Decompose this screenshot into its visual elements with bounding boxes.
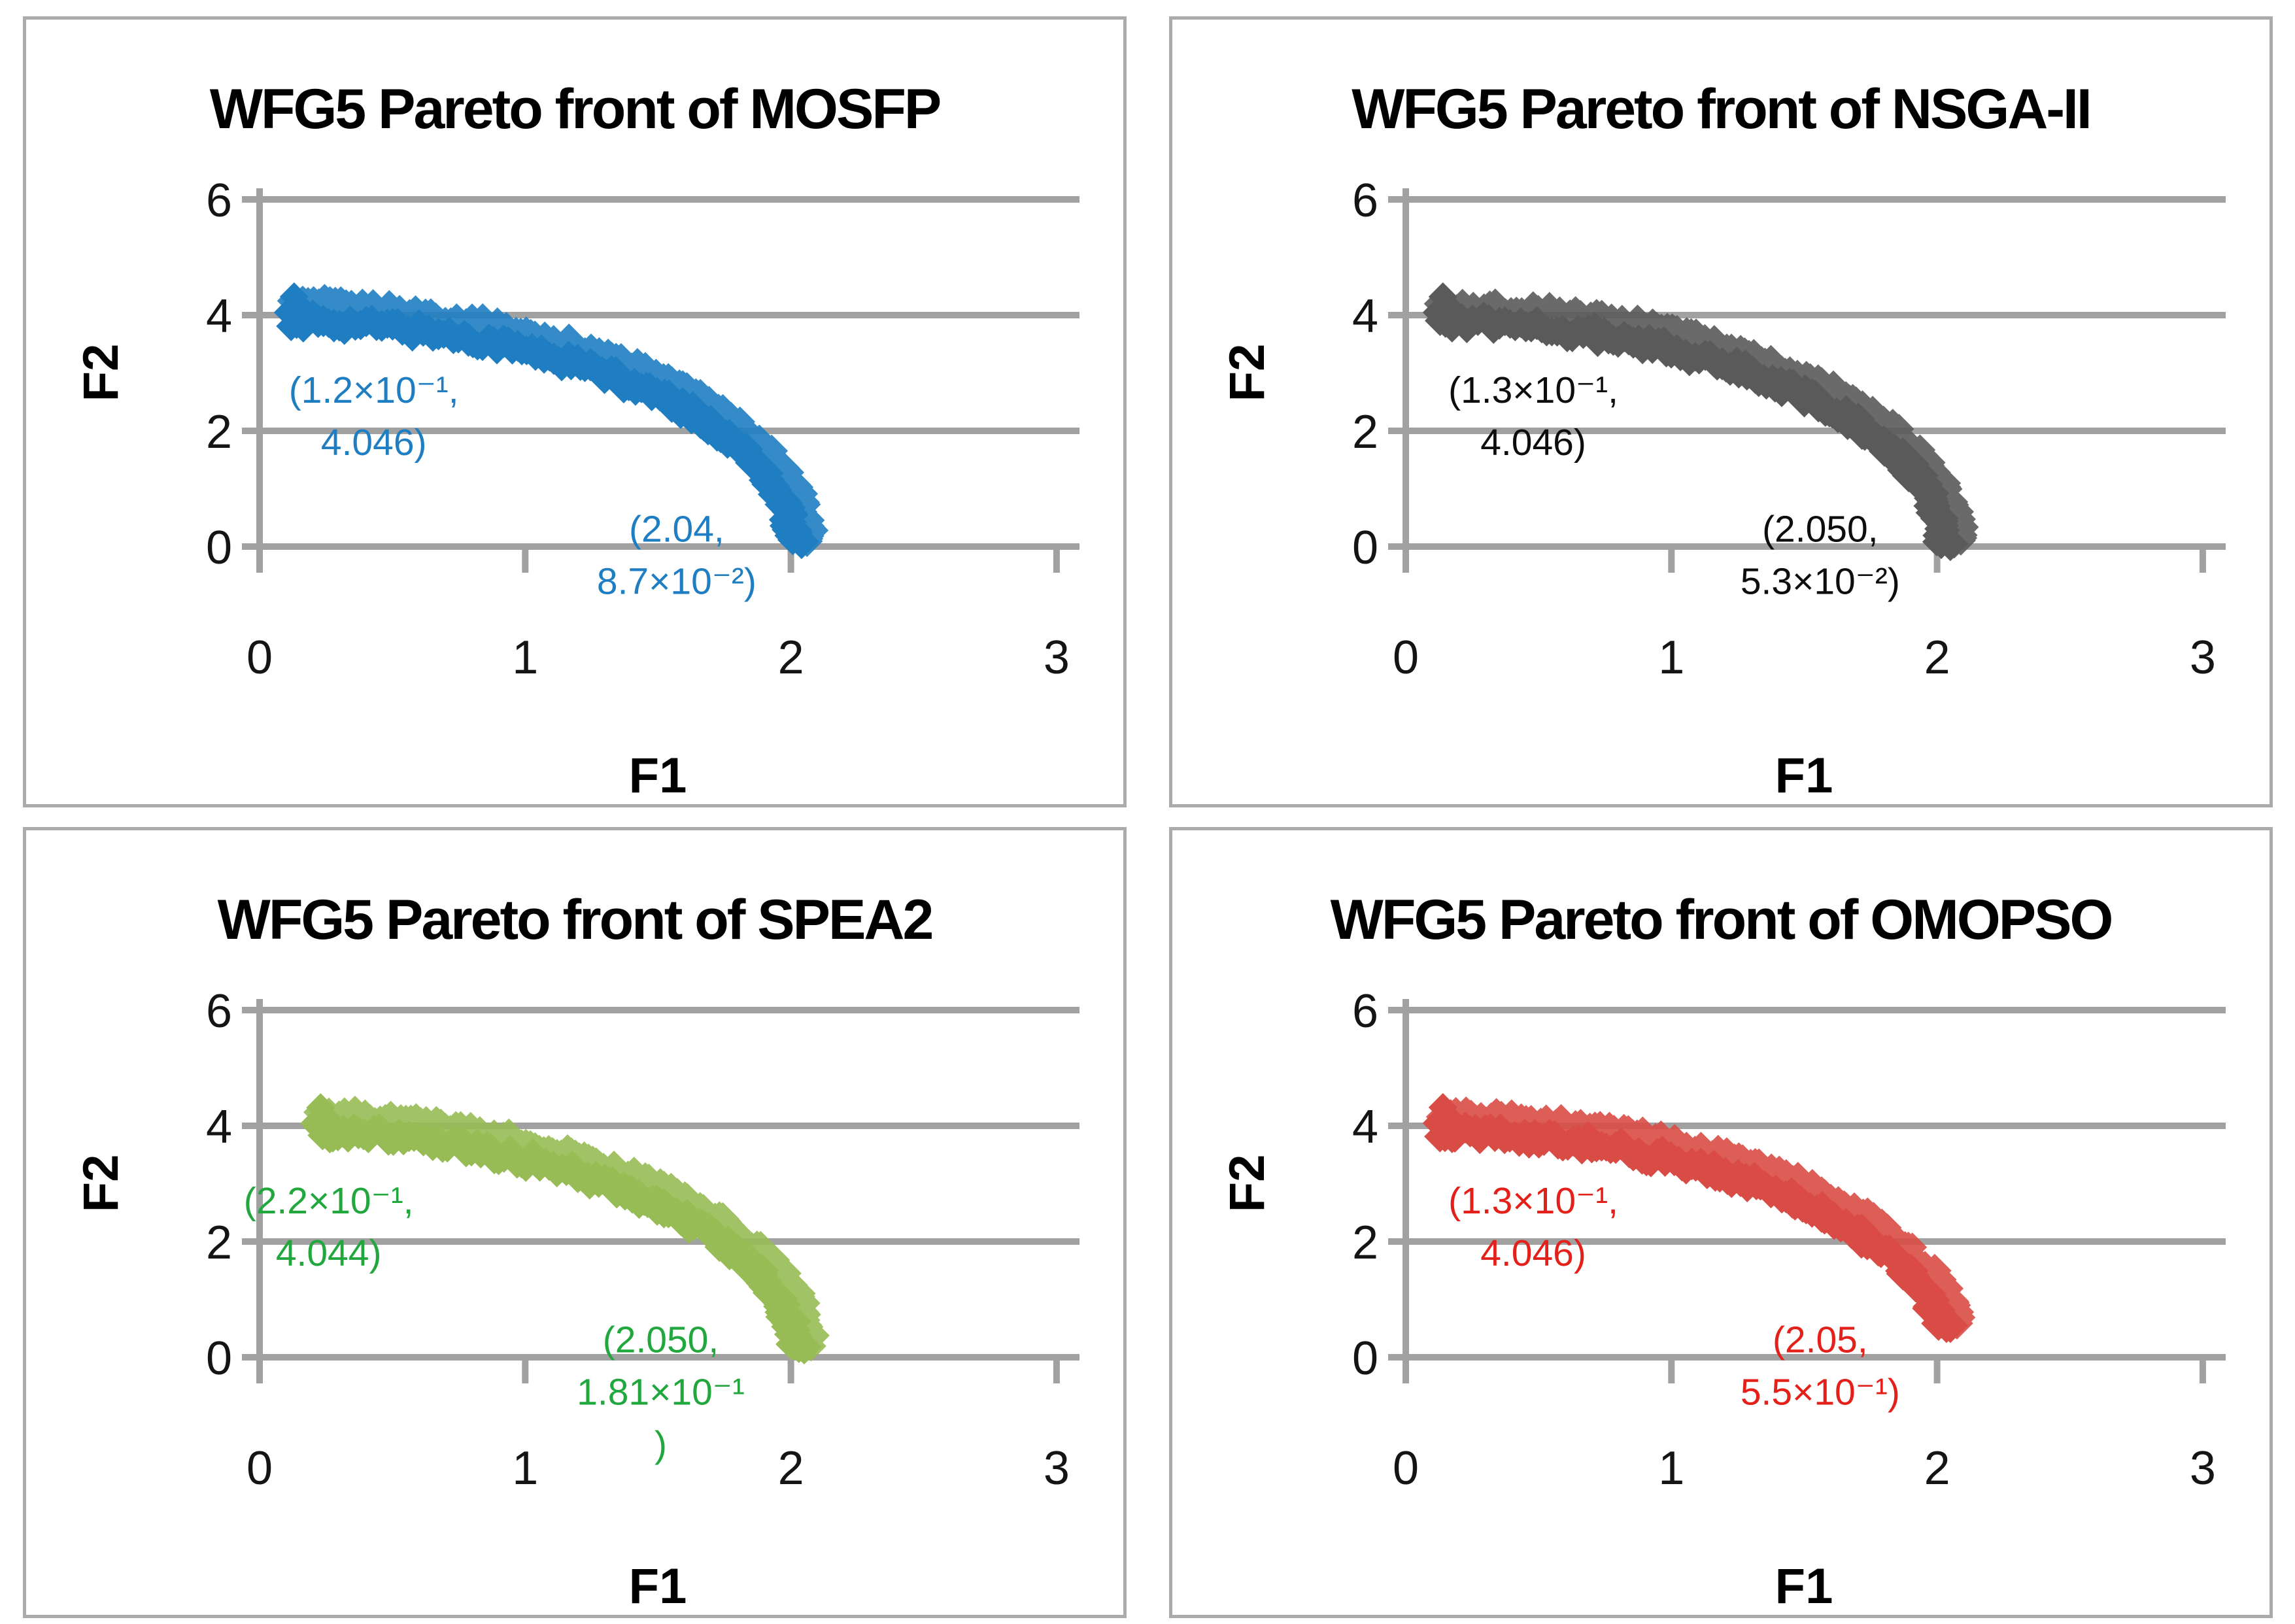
- endpoint-annotation: (2.2×10⁻¹,: [244, 1180, 414, 1222]
- x-tick-label: 1: [512, 1442, 538, 1495]
- chart-panel-omopso: WFG5 Pareto front of OMOPSO 6 4 2 0 0 1 2 3 F2 F1…: [1169, 827, 2273, 1618]
- y-tick-label: 4: [206, 1101, 232, 1153]
- endpoint-annotation: 4.044): [276, 1232, 382, 1274]
- endpoint-annotation: (2.050,: [603, 1319, 719, 1361]
- x-tick-label: 0: [1393, 632, 1419, 684]
- y-tick-label: 0: [1352, 522, 1378, 574]
- x-axis-title: F1: [1775, 1559, 1833, 1614]
- y-tick-label: 4: [1352, 290, 1378, 343]
- chart-title: WFG5 Pareto front of NSGA-II: [1352, 78, 2092, 141]
- y-tick-label: 0: [206, 1332, 232, 1385]
- y-axis-title: F2: [1219, 344, 1275, 402]
- marker-band: [303, 1095, 830, 1362]
- endpoint-annotation: 1.81×10⁻¹: [577, 1371, 745, 1413]
- endpoint-annotation: 5.3×10⁻²): [1741, 560, 1900, 602]
- x-tick-label: 2: [778, 1442, 804, 1495]
- y-tick-label: 6: [1352, 175, 1378, 227]
- y-tick-label: 6: [206, 985, 232, 1038]
- y-tick-label: 2: [1352, 1217, 1378, 1269]
- chart-panel-spea2: WFG5 Pareto front of SPEA2 6 4 2 0 0 1 2 3 F2 F1 (…: [23, 827, 1127, 1618]
- y-tick-label: 0: [1352, 1332, 1378, 1385]
- pareto-plot-svg: 6 4 2 0 0 1 2 3 F2 F1 (2.2×10⁻¹, 4.044) (2.050, 1.81×…: [73, 985, 1080, 1614]
- x-tick-label: 0: [246, 1442, 273, 1495]
- endpoint-annotation: 4.046): [1480, 422, 1586, 464]
- pareto-plot-svg: 6 4 2 0 0 1 2 3 F2 F1 (1.2×10⁻¹, 4.046) (2.04, 8.7×10…: [73, 175, 1080, 804]
- y-tick-label: 2: [206, 1217, 232, 1269]
- endpoint-annotation: (1.3×10⁻¹,: [1448, 1180, 1618, 1222]
- y-axis-title: F2: [73, 1155, 129, 1213]
- chart-title: WFG5 Pareto front of MOSFP: [209, 78, 942, 141]
- pareto-plot-svg: 6 4 2 0 0 1 2 3 F2 F1 (1.3×10⁻¹, 4.046) (2.05, 5.5×10…: [1219, 985, 2226, 1614]
- x-tick-label: 2: [1924, 1442, 1950, 1495]
- x-tick-label: 0: [246, 632, 273, 684]
- y-tick-label: 6: [206, 175, 232, 227]
- x-axis-title: F1: [629, 748, 687, 804]
- endpoint-annotation: (1.2×10⁻¹,: [289, 369, 459, 411]
- y-tick-label: 0: [206, 522, 232, 574]
- y-tick-label: 2: [1352, 406, 1378, 458]
- chart-title: WFG5 Pareto front of OMOPSO: [1330, 888, 2114, 951]
- y-axis-title: F2: [73, 344, 129, 402]
- endpoint-annotation: 4.046): [321, 422, 427, 464]
- endpoint-annotation: ): [654, 1423, 667, 1465]
- y-tick-label: 4: [206, 290, 232, 343]
- y-tick-label: 2: [206, 406, 232, 458]
- x-tick-label: 1: [1658, 1442, 1684, 1495]
- chart-panel-nsga2: WFG5 Pareto front of NSGA-II 6 4 2 0 0 1 2 3 F2 F…: [1169, 16, 2273, 807]
- chart-title: WFG5 Pareto front of SPEA2: [217, 888, 934, 951]
- x-tick-label: 0: [1393, 1442, 1419, 1495]
- endpoint-annotation: (2.050,: [1762, 508, 1878, 550]
- x-tick-label: 3: [1044, 1442, 1070, 1495]
- x-tick-label: 2: [1924, 632, 1950, 684]
- chart-panel-mosfp: WFG5 Pareto front of MOSFP 6 4 2 0 0 1 2 3 F2 F1 (…: [23, 16, 1127, 807]
- pareto-plot-svg: 6 4 2 0 0 1 2 3 F2 F1 (1.3×10⁻¹, 4.046) (2.050, 5.3×1…: [1219, 175, 2226, 804]
- x-tick-label: 2: [778, 632, 804, 684]
- endpoint-annotation: 4.046): [1480, 1232, 1586, 1274]
- x-axis-title: F1: [1775, 748, 1833, 804]
- y-tick-label: 4: [1352, 1101, 1378, 1153]
- x-tick-label: 1: [1658, 632, 1684, 684]
- x-tick-label: 3: [1044, 632, 1070, 684]
- marker-band: [1425, 1096, 1976, 1340]
- marker-band: [1425, 301, 1960, 560]
- endpoint-annotation: 8.7×10⁻²): [597, 560, 756, 602]
- endpoint-annotation: (1.3×10⁻¹,: [1448, 369, 1618, 411]
- x-tick-label: 3: [2190, 1442, 2216, 1495]
- y-tick-label: 6: [1352, 985, 1378, 1038]
- endpoint-annotation: (2.05,: [1773, 1319, 1868, 1361]
- marker-band: [277, 284, 829, 557]
- endpoint-annotation: (2.04,: [629, 508, 724, 550]
- y-axis-title: F2: [1219, 1155, 1275, 1213]
- x-tick-label: 1: [512, 632, 538, 684]
- x-tick-label: 3: [2190, 632, 2216, 684]
- marker-band: [1423, 287, 1979, 559]
- endpoint-annotation: 5.5×10⁻¹): [1741, 1371, 1900, 1413]
- x-axis-title: F1: [629, 1559, 687, 1614]
